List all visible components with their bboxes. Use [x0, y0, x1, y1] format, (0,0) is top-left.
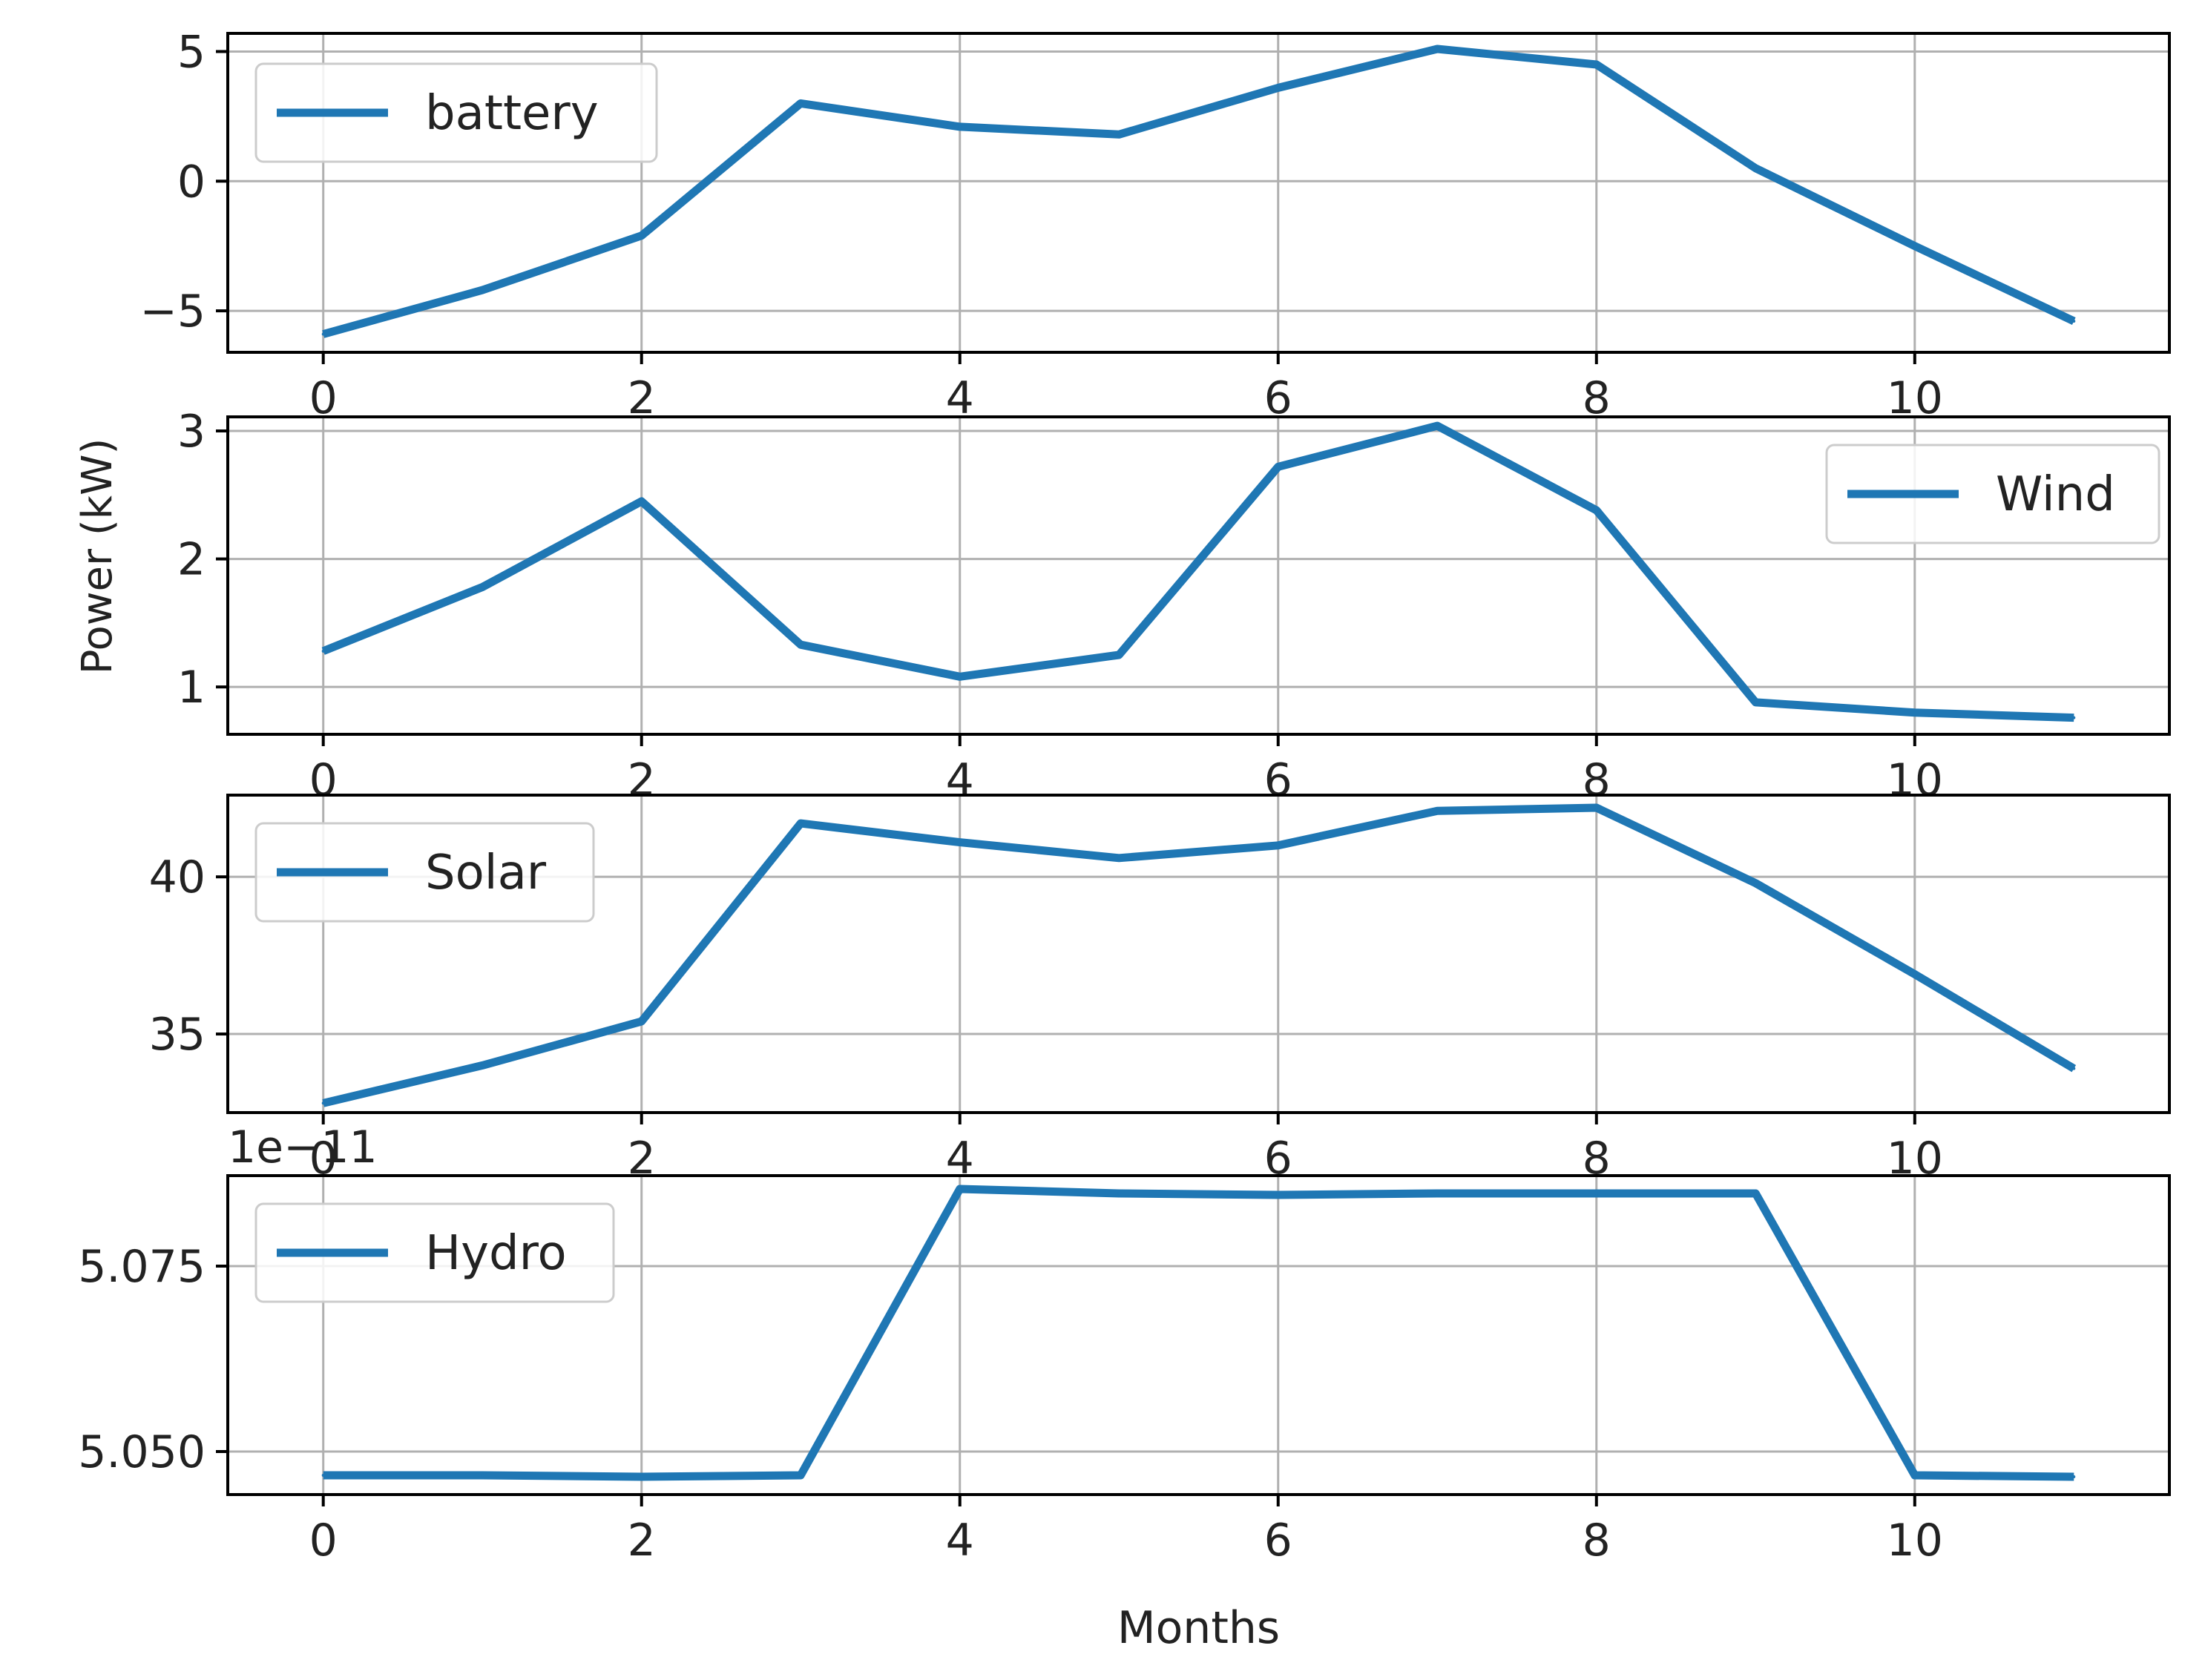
data-point	[1276, 86, 1280, 90]
data-point	[1594, 1192, 1598, 1195]
data-point	[1594, 62, 1598, 66]
y-tick-label: 5.050	[78, 1426, 206, 1478]
legend: Wind	[1825, 444, 2160, 544]
series-line	[322, 803, 2077, 1107]
data-point	[1754, 700, 1758, 704]
subplot-hydro: 0 2 4 6 8 10 5.075 5.050 1e−11 Hydro	[78, 1121, 2171, 1567]
data-point	[799, 1474, 803, 1477]
data-point	[1117, 856, 1121, 860]
y-tick-label: 1	[177, 662, 206, 714]
data-point	[1594, 806, 1598, 809]
legend-label: Solar	[425, 846, 547, 900]
data-point	[1117, 653, 1121, 656]
data-point	[321, 1474, 325, 1477]
x-tick-label: 4	[946, 1515, 974, 1567]
legend: Solar	[254, 822, 595, 923]
data-point	[640, 1475, 643, 1478]
data-point	[1436, 809, 1439, 813]
data-point	[321, 332, 325, 336]
data-point	[2072, 716, 2076, 719]
data-point	[1436, 1192, 1439, 1195]
data-point	[1913, 972, 1916, 976]
data-point	[1754, 881, 1758, 885]
data-point	[1436, 47, 1439, 50]
y-tick-label: 0	[177, 156, 206, 208]
data-point	[958, 1187, 962, 1190]
axes-frame	[226, 794, 2171, 1114]
axes-frame	[226, 32, 2171, 354]
axes-frame	[226, 1174, 2171, 1496]
y-tick-label: 5.075	[78, 1241, 206, 1293]
x-tick-label: 8	[1583, 1515, 1611, 1567]
legend-label: Wind	[1996, 467, 2115, 522]
data-point	[799, 643, 803, 647]
data-point	[1913, 1474, 1916, 1477]
data-point	[1436, 424, 1439, 428]
legend-box	[254, 1202, 615, 1303]
offset-text: 1e−11	[228, 1121, 378, 1173]
data-point	[481, 289, 484, 292]
y-tick-label: 40	[149, 851, 206, 903]
legend: Hydro	[254, 1202, 615, 1303]
data-point	[1276, 465, 1280, 469]
data-point	[2072, 320, 2076, 323]
data-point	[1754, 1192, 1758, 1195]
series-line	[322, 45, 2076, 338]
data-point	[321, 1101, 325, 1105]
data-point	[1754, 166, 1758, 170]
data-point	[321, 649, 325, 653]
axes-frame	[226, 415, 2171, 736]
data-point	[1117, 1192, 1121, 1195]
y-tick-label: 2	[177, 534, 206, 586]
x-tick-label: 2	[628, 1515, 656, 1567]
x-tick-label: 0	[309, 1515, 338, 1567]
series-line	[323, 1185, 2074, 1481]
legend-label: Hydro	[425, 1226, 567, 1281]
legend: battery	[254, 62, 658, 163]
y-tick-label: −5	[140, 286, 206, 337]
data-point	[1913, 244, 1916, 248]
series-line	[321, 421, 2074, 722]
legend-box	[254, 62, 658, 163]
data-point	[1594, 508, 1598, 512]
data-point	[640, 499, 643, 503]
y-axis-label: Power (kW)	[73, 438, 122, 675]
data-point	[640, 234, 643, 237]
data-point	[481, 1064, 484, 1067]
data-point	[2072, 1067, 2076, 1070]
x-tick-label: 6	[1264, 1515, 1292, 1567]
legend-box	[1825, 444, 2160, 544]
legend-label: battery	[425, 86, 599, 141]
data-point	[481, 585, 484, 589]
data-point	[481, 1474, 484, 1477]
data-point	[799, 822, 803, 826]
data-point	[1276, 843, 1280, 847]
data-point	[1276, 1193, 1280, 1196]
y-tick-label: 35	[149, 1009, 206, 1061]
data-point	[958, 125, 962, 128]
data-point	[2072, 1475, 2076, 1478]
y-tick-label: 3	[177, 406, 206, 458]
legend-box	[254, 822, 595, 923]
data-point	[799, 102, 803, 105]
x-axis-label: Months	[1117, 1602, 1280, 1654]
data-point	[640, 1020, 643, 1024]
data-point	[958, 675, 962, 679]
data-point	[1117, 133, 1121, 136]
x-tick-label: 10	[1887, 1515, 1943, 1567]
data-point	[958, 840, 962, 844]
y-tick-label: 5	[177, 26, 206, 78]
data-point	[1913, 711, 1916, 714]
